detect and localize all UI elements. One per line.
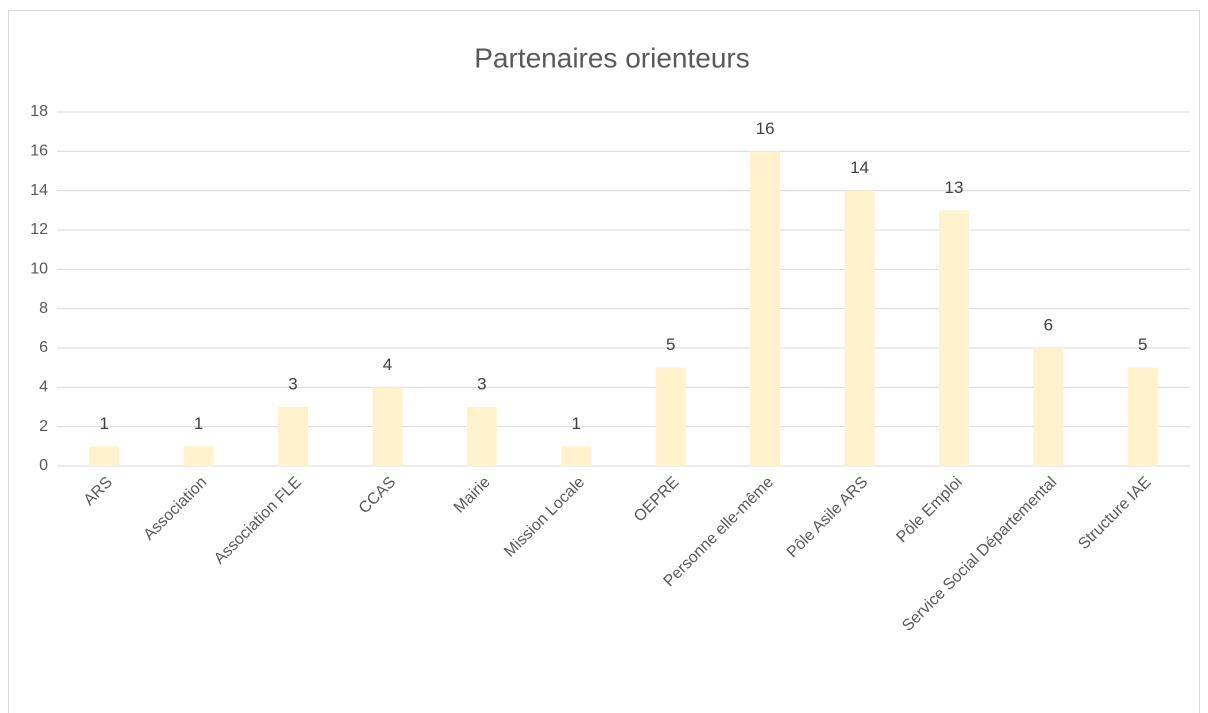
data-label: 1 [99, 414, 108, 433]
data-label: 3 [288, 374, 297, 393]
bar [466, 407, 497, 466]
bar [938, 210, 969, 466]
y-tick-label: 8 [39, 300, 48, 317]
data-label: 14 [850, 158, 869, 177]
y-tick-label: 4 [39, 379, 48, 396]
y-tick-label: 10 [30, 261, 48, 278]
bar [278, 407, 309, 466]
bar [89, 446, 120, 466]
data-label: 1 [572, 414, 581, 433]
chart-border [8, 10, 1200, 713]
y-tick-label: 16 [30, 143, 48, 160]
bar [372, 387, 403, 466]
bar [561, 446, 592, 466]
y-tick-label: 0 [39, 457, 48, 474]
data-label: 4 [383, 355, 392, 374]
chart-title: Partenaires orienteurs [474, 42, 749, 73]
data-label: 16 [756, 119, 775, 138]
bar [1033, 348, 1064, 466]
data-label: 5 [1138, 335, 1147, 354]
data-label: 3 [477, 374, 486, 393]
y-tick-label: 6 [39, 339, 48, 356]
data-label: 1 [194, 414, 203, 433]
data-label: 5 [666, 335, 675, 354]
data-label: 13 [944, 178, 963, 197]
bar [655, 367, 686, 466]
bar [183, 446, 214, 466]
y-tick-label: 18 [30, 103, 48, 120]
bar [1127, 367, 1158, 466]
y-tick-label: 12 [30, 221, 48, 238]
data-label: 6 [1044, 315, 1053, 334]
bar [750, 151, 781, 467]
y-tick-label: 14 [30, 182, 48, 199]
bar [844, 190, 875, 466]
y-tick-label: 2 [39, 418, 48, 435]
